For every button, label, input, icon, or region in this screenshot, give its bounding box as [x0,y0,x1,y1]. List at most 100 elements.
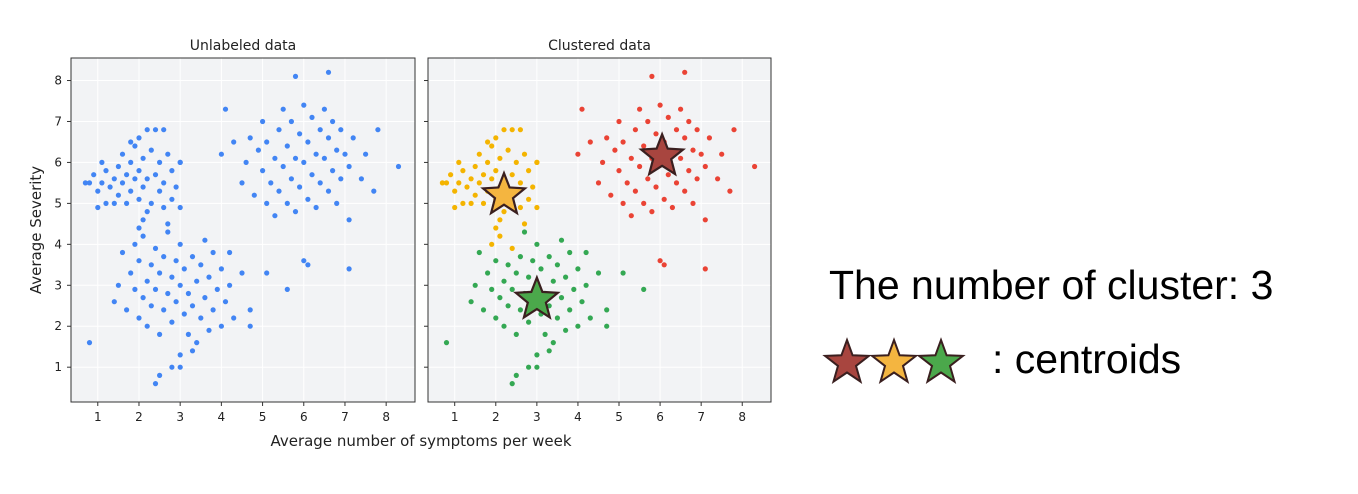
data-point [460,168,466,174]
data-point [227,249,233,256]
data-point [497,155,503,161]
data-point [264,139,270,145]
plot-frame [70,57,416,403]
data-point [534,352,540,358]
data-point [222,299,229,305]
data-point [202,237,208,243]
data-point [624,180,630,186]
data-point [111,176,117,182]
data-point [632,188,639,194]
data-point [669,204,676,211]
data-point [111,299,117,305]
data-point [280,163,286,170]
data-point [534,241,540,247]
data-point [86,180,93,186]
data-point [243,159,249,165]
data-point [136,196,142,202]
data-point [227,282,233,288]
panel-title: Unlabeled data [190,38,296,54]
data-point [694,127,700,133]
data-point [136,258,142,264]
data-point [115,192,121,198]
y-tick-label: 6 [54,155,62,169]
data-point [554,315,561,321]
data-point [653,184,659,190]
data-point [657,102,663,108]
data-point [82,180,88,186]
data-point [152,381,159,387]
data-point [472,192,478,198]
data-point [517,204,524,211]
data-point [165,151,171,157]
data-point [189,348,196,354]
data-point [148,303,154,309]
data-point [673,180,680,186]
data-point [641,286,647,292]
data-point [521,151,528,157]
data-point [649,73,655,79]
data-point [140,155,146,161]
data-point [218,151,224,157]
data-point [342,151,348,157]
centroid-legend-stars [822,337,966,384]
cluster-count-text: The number of cluster: 3 [829,262,1274,308]
data-point [148,262,154,268]
data-point [181,311,187,317]
data-point [272,155,278,161]
data-point [715,176,721,182]
data-point [509,381,515,387]
data-point [264,200,270,206]
data-point [161,204,167,211]
x-tick-label: 6 [300,410,308,424]
data-point [301,102,307,108]
data-point [678,106,684,112]
data-point [620,200,626,206]
data-point [534,364,540,370]
data-point [690,147,696,153]
data-point [169,319,175,325]
data-point [641,143,647,149]
data-point [534,204,540,211]
x-tick-label: 3 [533,410,541,424]
data-point [301,159,307,165]
data-point [317,127,323,133]
data-point [152,127,159,133]
data-point [95,204,101,211]
data-point [115,163,121,170]
data-point [91,172,97,178]
data-point [600,159,606,165]
data-point [260,118,266,125]
data-point [686,118,692,125]
data-point [526,274,532,280]
data-point [476,180,482,186]
data-point [292,155,299,161]
data-point [493,135,499,141]
data-point [443,180,450,186]
data-point [563,274,569,280]
data-point [476,249,482,256]
data-point [206,274,212,280]
data-point [173,184,179,190]
data-point [144,127,150,133]
data-point [95,188,101,194]
data-point [214,286,220,292]
data-point [641,200,647,206]
data-point [468,200,474,206]
data-point [128,139,134,145]
data-point [517,307,524,313]
data-point [119,151,126,157]
data-point [530,184,536,190]
data-point [579,299,585,305]
data-point [169,196,175,202]
data-point [480,200,487,206]
data-point [276,188,282,194]
data-point [255,147,261,153]
data-point [489,143,495,149]
data-point [346,217,352,223]
data-point [317,180,323,186]
data-point [595,180,602,186]
data-point [694,176,700,182]
data-point [218,266,224,272]
data-point [140,233,146,239]
data-point [542,331,548,337]
